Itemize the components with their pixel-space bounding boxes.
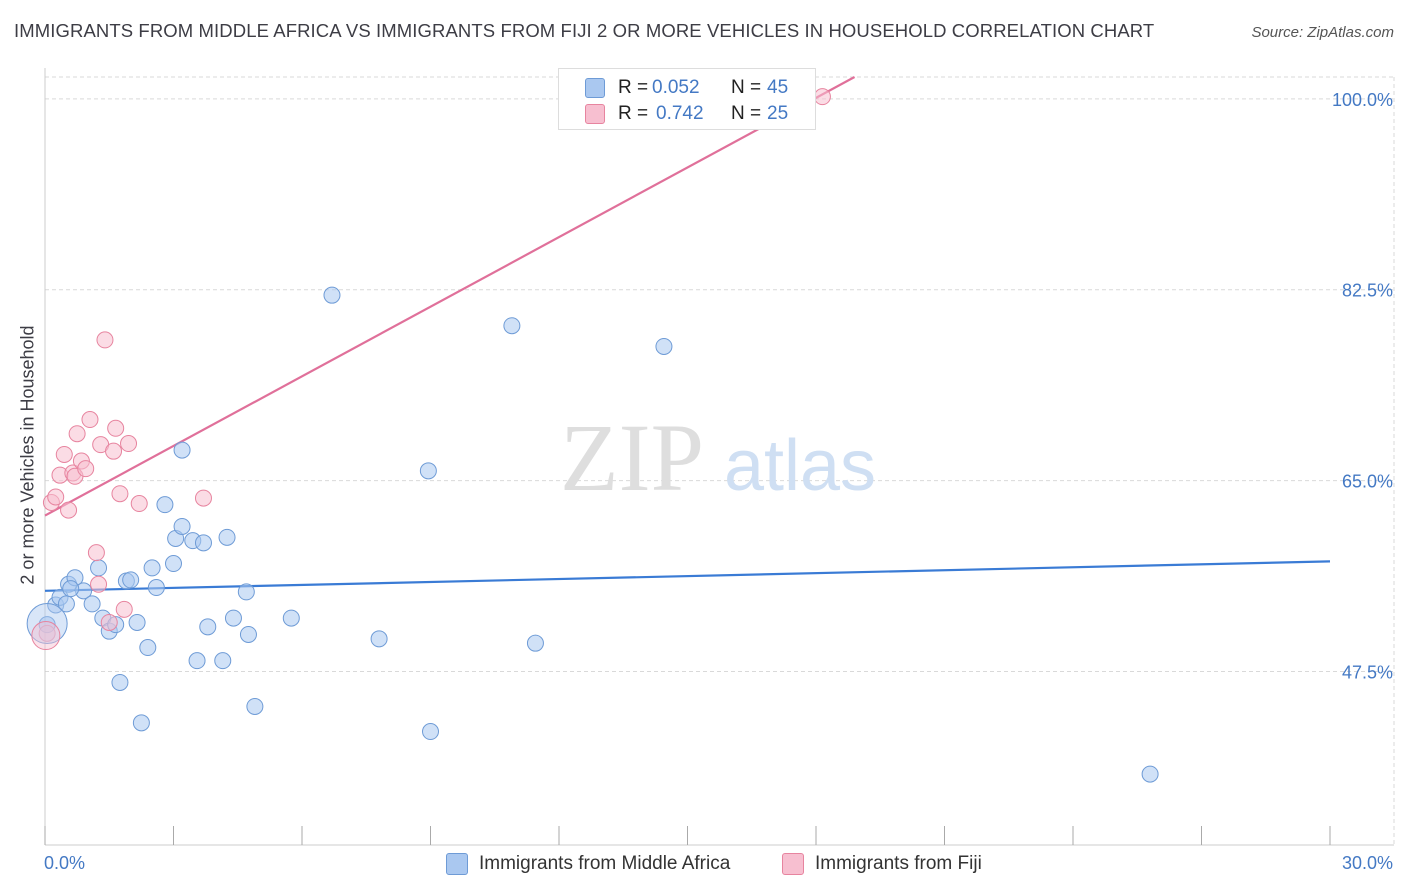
y-tick-label: 100.0%: [1332, 90, 1393, 110]
point-middle-africa: [128, 613, 146, 631]
trend-layer: [44, 76, 1331, 592]
point-fiji: [96, 331, 114, 349]
point-middle-africa: [422, 723, 439, 741]
point-middle-africa: [132, 714, 150, 732]
watermark-atlas: atlas: [724, 426, 876, 506]
legend-swatch-series1: [585, 78, 605, 98]
point-middle-africa: [246, 697, 264, 715]
watermark: ZIP atlas: [560, 404, 876, 511]
y-tick-label: 65.0%: [1342, 472, 1393, 492]
x-tick-label-min: 0.0%: [44, 853, 85, 873]
trend-line-middle-africa: [44, 560, 1331, 592]
correlation-legend: R = 0.052 N = 45 R = 0.742 N = 25: [558, 68, 816, 130]
point-fiji: [68, 425, 86, 443]
point-middle-africa: [165, 555, 182, 573]
legend-r-label-series1: R =: [618, 77, 649, 98]
point-fiji: [100, 613, 118, 631]
watermark-zip: ZIP: [560, 404, 704, 511]
legend-swatch-series2: [585, 104, 605, 124]
y-axis-label: 2 or more Vehicles in Household: [17, 325, 38, 585]
legend-n-label-series2: N =: [731, 103, 762, 124]
point-middle-africa: [139, 639, 157, 657]
point-middle-africa: [147, 579, 165, 597]
legend-n-value-series2: 25: [767, 103, 789, 124]
point-middle-africa: [156, 496, 174, 514]
point-fiji: [115, 600, 133, 618]
axis-layer: [44, 68, 1394, 846]
grid-layer: [45, 76, 1395, 845]
point-middle-africa: [199, 618, 217, 636]
point-fiji: [77, 460, 95, 478]
point-fiji: [90, 575, 108, 593]
point-middle-africa: [62, 580, 80, 598]
point-middle-africa: [282, 609, 300, 627]
point-fiji: [55, 445, 73, 463]
point-middle-africa: [239, 625, 257, 643]
point-fiji: [130, 495, 148, 513]
point-fiji: [111, 485, 129, 503]
point-middle-africa: [188, 652, 206, 670]
chart-title: IMMIGRANTS FROM MIDDLE AFRICA VS IMMIGRA…: [14, 20, 1155, 41]
source-label: Source: ZipAtlas.com: [1251, 24, 1394, 41]
point-middle-africa: [173, 517, 191, 535]
point-fiji: [813, 88, 831, 106]
bottom-legend-swatch-series1: [446, 853, 468, 875]
point-middle-africa: [237, 583, 255, 601]
point-middle-africa: [111, 673, 129, 691]
point-fiji: [120, 435, 138, 453]
point-middle-africa: [83, 595, 101, 613]
point-fiji: [107, 419, 125, 437]
point-middle-africa: [173, 441, 191, 459]
legend-r-value-series2: 0.742: [656, 103, 704, 124]
bottom-legend-swatch-series2: [782, 853, 804, 875]
point-fiji: [81, 411, 99, 429]
point-middle-africa: [1141, 765, 1159, 783]
point-fiji: [105, 442, 123, 460]
bottom-legend-label-series1: Immigrants from Middle Africa: [479, 853, 731, 874]
point-middle-africa-cluster: [26, 603, 68, 645]
point-middle-africa: [323, 286, 341, 304]
y-tick-label: 47.5%: [1342, 663, 1393, 683]
point-fiji: [38, 624, 56, 642]
point-middle-africa: [90, 559, 108, 577]
point-fiji: [60, 501, 78, 519]
point-middle-africa: [214, 652, 232, 670]
point-middle-africa: [122, 571, 140, 589]
point-fiji: [194, 489, 212, 507]
point-middle-africa: [655, 337, 673, 355]
x-tick-label-max: 30.0%: [1342, 853, 1393, 873]
tick-labels: 47.5% 65.0% 82.5% 100.0% 0.0% 30.0%: [44, 90, 1393, 873]
legend-n-label-series1: N =: [731, 77, 762, 98]
legend-r-value-series1: 0.052: [652, 77, 700, 98]
point-middle-africa: [224, 609, 242, 627]
legend-n-value-series1: 45: [767, 77, 789, 98]
point-fiji: [47, 488, 65, 506]
point-middle-africa: [194, 534, 212, 552]
point-fiji: [87, 544, 105, 562]
point-middle-africa: [218, 528, 236, 546]
y-tick-label: 82.5%: [1342, 281, 1393, 301]
point-middle-africa: [503, 317, 521, 335]
point-middle-africa: [526, 634, 544, 652]
point-middle-africa: [370, 630, 388, 648]
point-middle-africa: [419, 462, 437, 480]
points-layer: [26, 88, 1159, 783]
point-middle-africa: [143, 559, 161, 577]
legend-r-label-series2: R =: [618, 103, 649, 124]
point-fiji-cluster: [31, 621, 61, 651]
bottom-legend-label-series2: Immigrants from Fiji: [815, 853, 982, 874]
